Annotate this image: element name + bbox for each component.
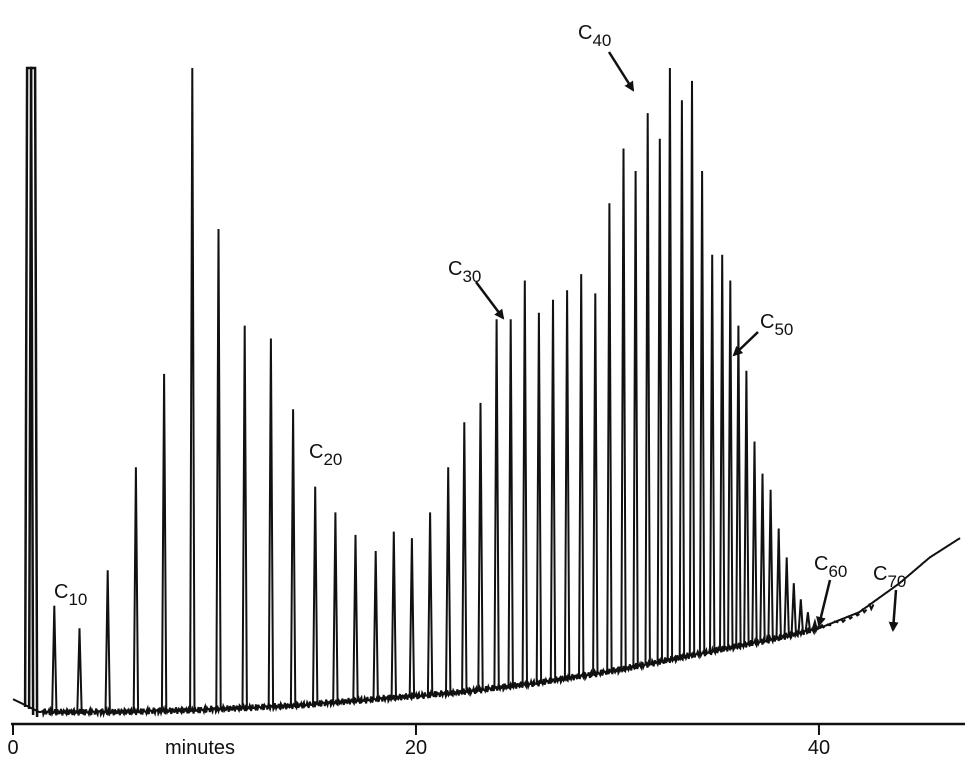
peak	[535, 312, 543, 684]
peak	[847, 615, 854, 621]
peak	[826, 623, 832, 627]
x-axis: minutes 0 20 40	[7, 722, 965, 759]
peak	[688, 80, 696, 657]
peak	[840, 618, 847, 624]
peak	[312, 486, 319, 706]
carbon-label-c50: C50	[760, 311, 793, 339]
peak	[735, 325, 742, 648]
peak	[666, 67, 674, 661]
trace-layer	[12, 66, 961, 719]
x-tick-label: 0	[7, 737, 18, 759]
peak	[592, 293, 599, 675]
peak	[678, 100, 686, 659]
arrow-c70	[888, 589, 899, 632]
peak	[854, 612, 860, 617]
peak	[709, 254, 716, 653]
peak	[493, 319, 500, 689]
peak	[507, 319, 514, 688]
peak	[727, 280, 734, 649]
peak	[578, 274, 585, 677]
peak	[372, 550, 379, 701]
solvent-peak	[27, 66, 39, 718]
peak	[632, 170, 639, 668]
peak	[132, 467, 140, 713]
arrow-c50	[732, 331, 759, 357]
peak	[811, 618, 819, 631]
peak	[352, 534, 359, 702]
peak	[241, 325, 248, 709]
peak	[189, 67, 196, 712]
peak	[563, 290, 571, 680]
peak	[861, 608, 868, 614]
carbon-label-c20: C20	[309, 441, 342, 469]
peak	[759, 473, 766, 643]
arrow-c40	[607, 51, 635, 92]
x-axis-title: minutes	[165, 737, 235, 759]
peak	[390, 531, 397, 699]
carbon-label-c60: C60	[814, 553, 847, 581]
peak	[51, 605, 58, 714]
peak	[775, 528, 782, 639]
peak	[332, 512, 339, 704]
peak	[606, 203, 613, 673]
carbon-label-c30: C30	[448, 258, 481, 286]
carbon-label-c10: C10	[54, 581, 87, 609]
carbon-label-c40: C40	[578, 22, 611, 50]
peak	[644, 113, 651, 666]
peak	[790, 583, 797, 636]
peak	[783, 557, 790, 638]
peak	[797, 599, 804, 634]
peak	[698, 170, 706, 655]
peak	[868, 603, 875, 612]
peak	[656, 138, 663, 663]
arrow-c30	[475, 281, 505, 320]
x-tick-label: 20	[405, 737, 427, 759]
peak	[267, 338, 275, 708]
peak	[751, 441, 758, 644]
peak	[408, 538, 416, 698]
peak	[215, 228, 222, 711]
peak	[549, 299, 557, 682]
solvent-peak	[23, 66, 35, 716]
peak	[477, 402, 484, 691]
x-tick-label: 40	[808, 737, 830, 759]
peak	[833, 620, 839, 624]
annotation-layer: C10 C20 C30 C40 C50 C60 C70	[54, 22, 906, 632]
peak	[426, 512, 434, 696]
peak	[104, 570, 111, 714]
carbon-label-c70: C70	[873, 563, 906, 591]
peak	[767, 489, 774, 641]
arrow-c60	[816, 579, 832, 627]
peak	[461, 422, 468, 693]
peak	[289, 409, 297, 707]
peak	[719, 254, 726, 651]
peak	[620, 148, 627, 670]
peak	[804, 612, 812, 633]
peak	[160, 373, 168, 712]
peak	[445, 467, 452, 695]
peak	[76, 628, 83, 714]
peak	[521, 280, 528, 686]
peak	[743, 370, 750, 646]
